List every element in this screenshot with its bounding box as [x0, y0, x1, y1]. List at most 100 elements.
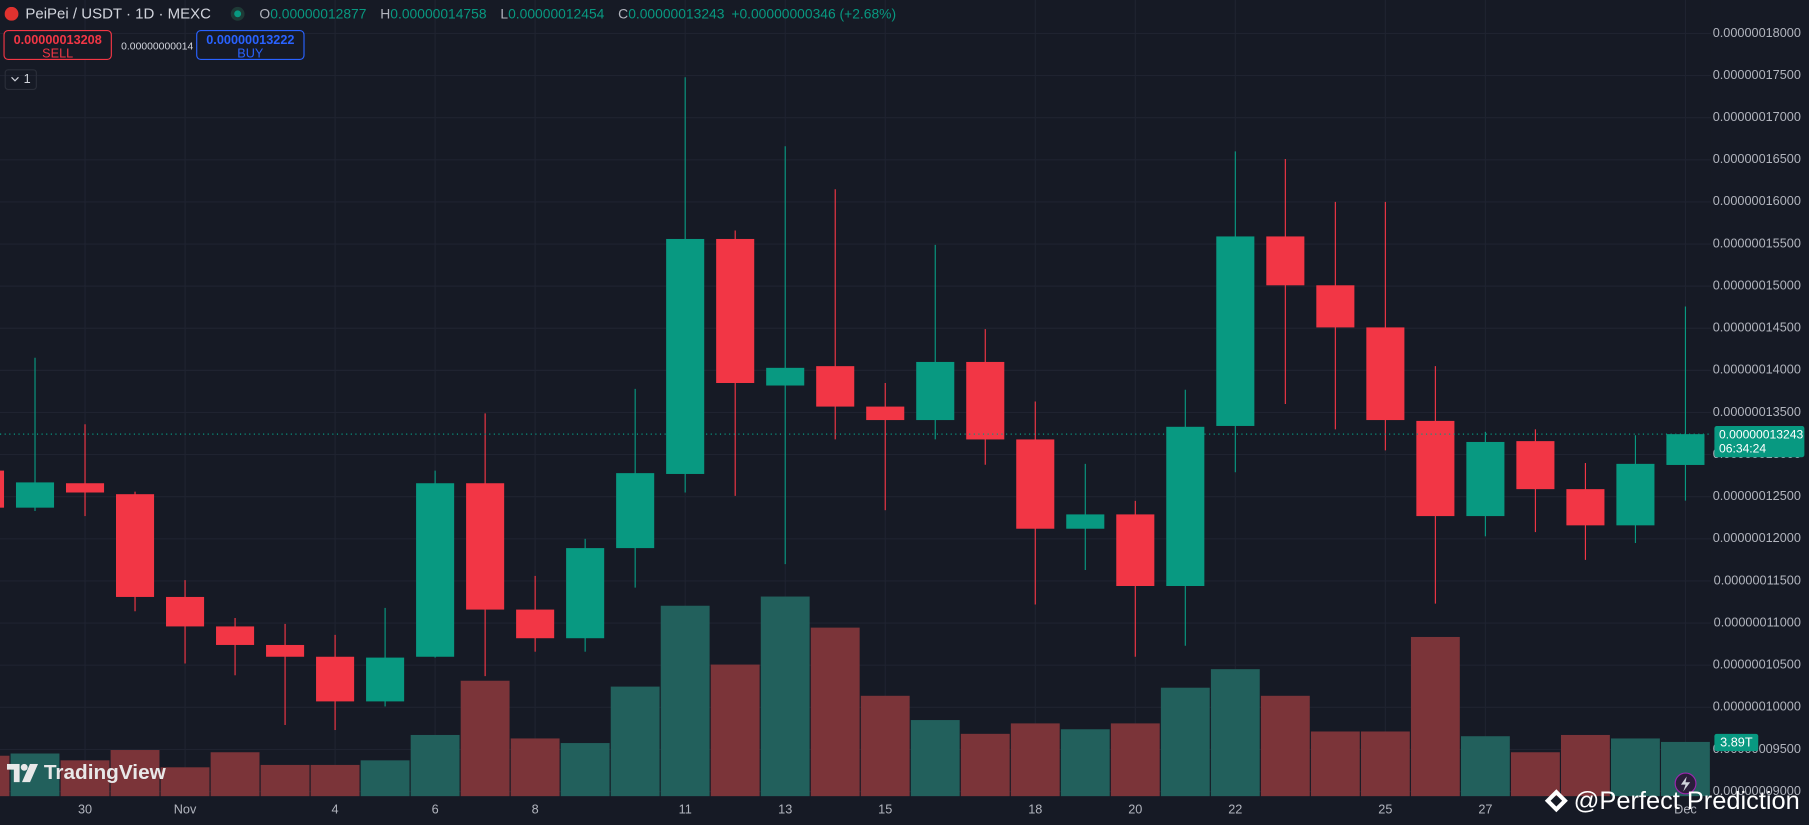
candle-body [1666, 434, 1705, 465]
lightning-icon [1680, 776, 1691, 792]
y-tick-label: 0.00000010500 [1713, 658, 1801, 672]
x-tick-label: 6 [432, 802, 439, 816]
buy-button[interactable]: 0.00000013222 BUY [196, 30, 305, 62]
volume-bar [1210, 669, 1260, 797]
spread: 0.00000000014 [121, 40, 194, 52]
volume-bar [60, 760, 110, 797]
volume-bar [110, 750, 160, 797]
y-tick-label: 0.00000015500 [1713, 236, 1801, 250]
volume-bar [460, 680, 510, 797]
candle-body [1216, 236, 1255, 426]
candle-body [116, 494, 155, 597]
volume-bar [760, 596, 810, 797]
x-tick-label: 15 [878, 802, 892, 816]
volume-bar [1260, 695, 1310, 797]
symbol-icon [4, 6, 19, 21]
buy-label: BUY [237, 47, 264, 62]
volume-bar [960, 733, 1010, 797]
last-price-box [1714, 426, 1805, 458]
volume-bar [710, 664, 760, 797]
volume-bar [410, 734, 460, 797]
y-tick-label: 0.00000014000 [1713, 363, 1801, 377]
candle-body [366, 657, 405, 702]
candle-body [1416, 420, 1455, 517]
sell-label: SELL [42, 47, 74, 62]
buy-price: 0.00000013222 [206, 33, 295, 48]
watermark-text: @Perfect Prediction [1573, 785, 1800, 815]
x-tick-label: 4 [332, 802, 339, 816]
symbol-header: PeiPei / USDT · 1D · MEXC O0.00000012877… [4, 5, 897, 22]
sell-button[interactable]: 0.00000013208 SELL [3, 30, 112, 62]
y-tick-label: 0.00000018000 [1713, 26, 1801, 40]
volume-bar [1160, 687, 1210, 797]
candle-body [216, 626, 255, 645]
ohlc-key: L [500, 5, 509, 22]
volume-bar [1060, 729, 1110, 797]
volume-bar [0, 755, 10, 797]
x-tick-label: 30 [78, 802, 92, 816]
y-tick-label: 0.00000012000 [1713, 531, 1801, 545]
ohlc-value: 0.00000013243 [628, 5, 725, 22]
ohlc-value: 0.00000014758 [390, 5, 487, 22]
volume-bar [1460, 736, 1510, 797]
candle-body [1066, 514, 1105, 529]
sell-price: 0.00000013208 [13, 33, 102, 48]
volume-bar [1360, 731, 1410, 797]
logo: TradingView [6, 760, 166, 784]
axis-panel [1710, 0, 1809, 825]
indicator-count: 1 [23, 72, 31, 87]
volume-bar [260, 764, 310, 797]
chevron [11, 76, 20, 82]
ohlc-key: O [259, 5, 271, 22]
candle-body [1616, 463, 1655, 526]
candle-body [916, 361, 955, 421]
y-tick-label: 0.00000011000 [1714, 615, 1801, 629]
candle-body [65, 483, 105, 493]
candle-body [15, 482, 55, 508]
x-tick-label: 20 [1128, 802, 1142, 816]
logo-icon [6, 763, 39, 782]
candle-body [166, 596, 205, 627]
x-tick-label: Dec [1674, 802, 1697, 816]
volume-bar [160, 767, 210, 797]
status-dot [230, 6, 245, 21]
candle-body [0, 470, 5, 508]
volume-bar [660, 605, 710, 797]
volume-bar [510, 738, 560, 797]
watermark: @Perfect Prediction [1544, 786, 1800, 816]
candle-body [816, 366, 855, 407]
y-tick-label: 0.00000014500 [1713, 321, 1801, 335]
candle-body [616, 473, 655, 549]
volume-bar [1410, 636, 1460, 797]
volume-bar [1560, 734, 1610, 797]
indicator-toggle[interactable]: 1 [4, 69, 37, 91]
candle-body [566, 548, 605, 639]
candle-body [516, 609, 555, 639]
ohlc-key: C [618, 5, 629, 22]
volume-bar [210, 752, 260, 797]
candle-body [1016, 439, 1055, 529]
volume-bar [810, 627, 860, 797]
change: +0.00000000346 (+2.68%) [731, 5, 897, 22]
candle-body [1466, 441, 1505, 517]
x-tick-label: 22 [1228, 802, 1242, 816]
x-tick-label: 13 [778, 802, 792, 816]
candle-body [1266, 236, 1305, 286]
y-tick-label: 0.00000013500 [1713, 405, 1801, 419]
y-tick-label: 0.00000009000 [1713, 784, 1801, 798]
y-tick-label: 0.00000011500 [1714, 573, 1801, 587]
volume-bar [1610, 738, 1660, 797]
volume-bar [360, 760, 410, 797]
candle-body [766, 367, 805, 386]
candle-body [1516, 441, 1555, 490]
x-tick-label: 27 [1478, 802, 1492, 816]
y-tick-label: 0.00000015000 [1713, 278, 1801, 292]
x-tick-label: 8 [532, 802, 539, 816]
y-tick-label: 0.00000017500 [1713, 68, 1801, 82]
volume-bar [560, 743, 610, 797]
candle-body [466, 483, 505, 610]
ohlc-key: H [380, 5, 391, 22]
x-tick-label: 25 [1378, 802, 1392, 816]
candle-body [1316, 285, 1355, 328]
